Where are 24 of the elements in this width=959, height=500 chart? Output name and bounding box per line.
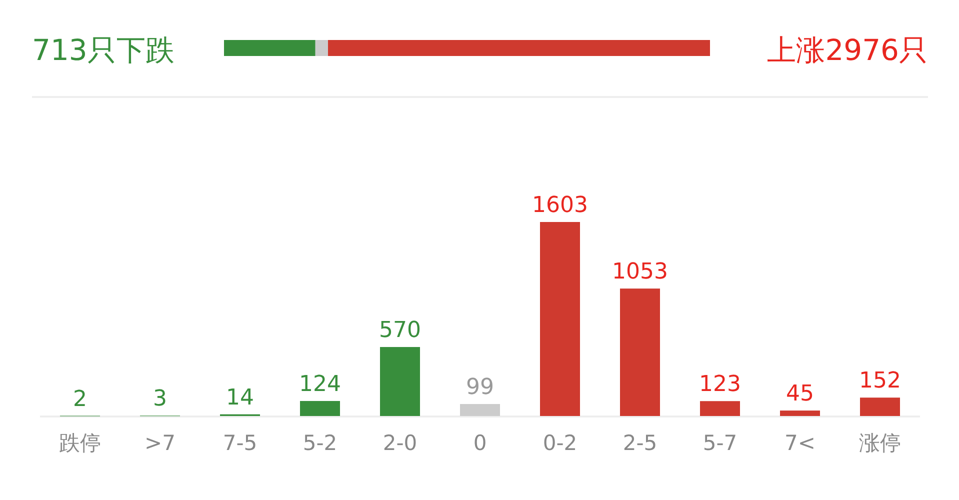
data-label: 570 (379, 318, 421, 344)
data-label: 14 (226, 385, 254, 410)
x-tick-label: 涨停 (859, 431, 901, 455)
x-tick-label: 跌停 (59, 431, 101, 455)
x-tick-label: 5-7 (702, 431, 738, 455)
data-label: 3 (153, 386, 167, 412)
x-tick-label: 0-2 (542, 431, 578, 455)
text: 713只下跌 (32, 33, 174, 67)
x-tick-label: 0 (473, 431, 487, 455)
data-label: 123 (699, 372, 741, 398)
text: 上涨2976只 (767, 33, 928, 67)
data-label: 2 (73, 386, 87, 412)
data-label: 152 (859, 368, 901, 394)
data-label: 1053 (612, 260, 668, 285)
data-label: 1603 (532, 193, 588, 218)
data-label: 45 (786, 382, 814, 407)
x-tick-label: 7< (784, 431, 816, 455)
data-label: 124 (299, 372, 341, 397)
x-tick-label: 2-5 (622, 431, 658, 455)
x-tick-label: 7-5 (222, 431, 258, 455)
data-label: 99 (466, 375, 494, 400)
x-tick-label: 2-0 (382, 431, 418, 455)
x-tick-label: >7 (144, 431, 176, 455)
x-tick-label: 5-2 (302, 431, 338, 455)
